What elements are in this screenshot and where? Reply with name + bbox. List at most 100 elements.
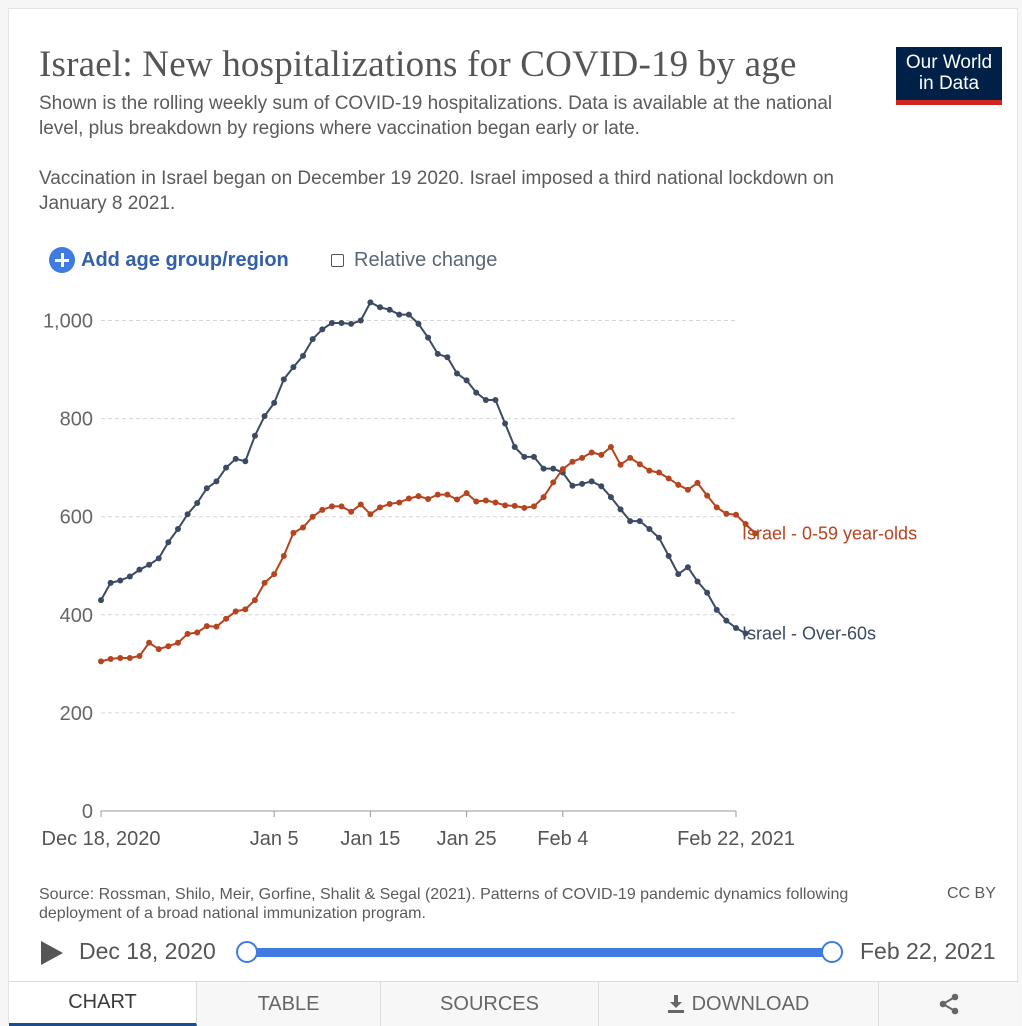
tab-chart[interactable]: CHART <box>9 982 197 1026</box>
data-point <box>569 482 576 489</box>
data-point <box>357 501 364 508</box>
data-point <box>136 566 143 573</box>
data-point <box>752 530 759 537</box>
data-point <box>665 475 672 482</box>
data-point <box>607 494 614 501</box>
tab-sources[interactable]: SOURCES <box>381 982 599 1026</box>
data-point <box>636 518 643 525</box>
data-point <box>704 492 711 499</box>
data-point <box>155 555 162 562</box>
share-button[interactable] <box>879 982 1019 1026</box>
data-point <box>521 453 528 460</box>
tab-download[interactable]: DOWNLOAD <box>599 982 879 1026</box>
data-point <box>203 623 210 630</box>
y-tick-label: 1,000 <box>43 311 93 333</box>
data-point <box>684 486 691 493</box>
series-line <box>100 446 756 663</box>
series-1: Israel - 0-59 year-olds <box>98 444 917 665</box>
data-point <box>126 654 133 661</box>
owid-logo[interactable]: Our World in Data <box>896 47 1002 105</box>
data-point <box>598 483 605 490</box>
data-point <box>357 317 364 324</box>
data-point <box>271 399 278 406</box>
data-point <box>136 653 143 660</box>
data-point <box>742 521 749 528</box>
data-point <box>425 334 432 341</box>
data-point <box>492 499 499 506</box>
data-point <box>165 539 172 546</box>
data-point <box>694 578 701 585</box>
data-point <box>146 639 153 646</box>
data-point <box>194 629 201 636</box>
data-point <box>223 615 230 622</box>
data-point <box>530 453 537 460</box>
chart-note: Vaccination in Israel began on December … <box>39 168 834 214</box>
data-point <box>309 513 316 520</box>
data-point <box>174 525 181 532</box>
timeline-track[interactable] <box>246 948 833 957</box>
data-point <box>309 336 316 343</box>
data-point <box>126 573 133 580</box>
data-point <box>232 608 239 615</box>
relative-change-checkbox[interactable] <box>331 254 344 267</box>
timeline-end-handle[interactable] <box>821 941 843 963</box>
tab-table[interactable]: TABLE <box>197 982 381 1026</box>
data-point <box>348 320 355 327</box>
share-icon <box>939 993 959 1015</box>
data-point <box>213 478 220 485</box>
data-point <box>405 311 412 318</box>
data-point <box>656 469 663 476</box>
data-point <box>434 350 441 357</box>
data-point <box>290 364 297 371</box>
data-point <box>328 319 335 326</box>
tab-download-label: DOWNLOAD <box>691 992 810 1015</box>
data-point <box>338 503 345 510</box>
y-tick-label: 600 <box>60 507 93 529</box>
data-point <box>98 597 104 604</box>
data-point <box>415 320 422 327</box>
timeline-start-handle[interactable] <box>236 941 258 963</box>
data-point <box>367 299 374 306</box>
data-point <box>155 646 162 653</box>
series-label: Israel - 0-59 year-olds <box>742 523 917 543</box>
bottom-tab-bar: CHART TABLE SOURCES DOWNLOAD <box>9 981 1019 1026</box>
data-point <box>694 479 701 486</box>
x-tick-label: Feb 22, 2021 <box>677 828 795 850</box>
data-point <box>540 494 547 501</box>
data-point <box>617 461 624 468</box>
add-age-group-button[interactable]: Add age group/region <box>49 247 289 273</box>
data-point <box>675 571 682 578</box>
plus-circle-icon <box>49 247 75 273</box>
data-point <box>646 467 653 474</box>
line-chart: 0 200 400 600 800 1,000 Dec 18, 2020 Jan 5 Jan … <box>42 299 917 850</box>
data-point <box>684 564 691 571</box>
play-icon[interactable] <box>41 941 63 965</box>
chart-title: Israel: New hospitalizations for COVID-1… <box>39 44 797 85</box>
tab-table-label: TABLE <box>257 992 320 1015</box>
license-link[interactable]: CC BY <box>947 885 996 902</box>
data-point <box>713 606 720 613</box>
data-point <box>733 625 739 632</box>
data-point <box>425 496 432 503</box>
data-point <box>444 491 451 498</box>
add-age-group-label: Add age group/region <box>81 248 289 271</box>
data-point <box>184 630 191 637</box>
data-point <box>444 354 451 361</box>
data-point <box>174 639 181 646</box>
data-point <box>636 461 643 468</box>
series-0: Israel - Over-60s <box>98 299 876 643</box>
relative-change-toggle[interactable]: Relative change <box>331 249 497 272</box>
data-point <box>319 506 326 513</box>
data-point <box>223 464 230 471</box>
data-point <box>511 444 518 451</box>
data-point <box>377 304 384 311</box>
data-point <box>453 370 460 377</box>
data-point <box>300 524 307 531</box>
data-point <box>300 352 307 359</box>
relative-change-label: Relative change <box>354 249 498 271</box>
data-point <box>550 479 557 486</box>
data-point <box>569 458 576 465</box>
data-point <box>338 319 345 326</box>
y-tick-label: 800 <box>60 409 93 431</box>
data-point <box>146 561 153 568</box>
